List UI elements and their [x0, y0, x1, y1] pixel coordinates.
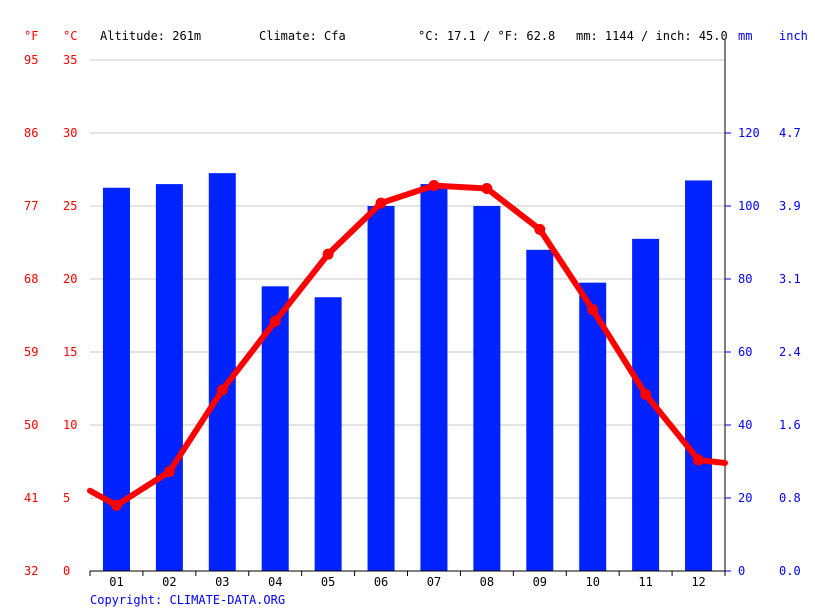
precipitation-bar-01	[102, 187, 130, 571]
celsius-tick-label: 20	[63, 272, 77, 286]
altitude-label: Altitude: 261m	[100, 29, 201, 43]
fahrenheit-unit-label: °F	[24, 29, 38, 43]
precipitation-bar-02	[155, 184, 183, 571]
temperature-line-path	[87, 182, 728, 509]
fahrenheit-tick-label: 41	[24, 491, 38, 505]
inch-tick-label: 0.8	[779, 491, 801, 505]
mm-tick-label: 20	[738, 491, 752, 505]
gridlines	[90, 59, 725, 499]
precipitation-bar-10	[579, 282, 607, 571]
celsius-tick-label: 15	[63, 345, 77, 359]
tick-labels: 0 32 5 41 10 50 15 59 20 68 25 77 30 86 35 95 0 0.0 20 0.8 4…	[24, 53, 801, 589]
celsius-tick-label: 30	[63, 126, 77, 140]
temperature-point-04	[269, 315, 281, 327]
celsius-tick-label: 5	[63, 491, 70, 505]
fahrenheit-tick-label: 59	[24, 345, 38, 359]
fahrenheit-tick-label: 68	[24, 272, 38, 286]
inch-tick-label: 3.1	[779, 272, 801, 286]
mm-unit-label: mm	[738, 29, 752, 43]
inch-tick-label: 3.9	[779, 199, 801, 213]
month-label: 02	[162, 575, 176, 589]
mm-tick-label: 80	[738, 272, 752, 286]
copyright-text: Copyright: CLIMATE-DATA.ORG	[90, 593, 285, 607]
month-label: 12	[691, 575, 705, 589]
temperature-point-03	[216, 384, 228, 396]
temperature-point-10	[587, 304, 599, 316]
temperature-point-11	[640, 388, 652, 400]
month-label: 04	[268, 575, 282, 589]
mm-tick-label: 100	[738, 199, 760, 213]
temperature-point-06	[375, 197, 387, 209]
month-label: 06	[374, 575, 388, 589]
temperature-point-02	[163, 466, 175, 478]
celsius-tick-label: 25	[63, 199, 77, 213]
fahrenheit-tick-label: 95	[24, 53, 38, 67]
month-label: 01	[109, 575, 123, 589]
precipitation-bar-03	[208, 173, 236, 571]
celsius-tick-label: 35	[63, 53, 77, 67]
temperature-line	[87, 180, 728, 511]
fahrenheit-tick-label: 50	[24, 418, 38, 432]
inch-unit-label: inch	[779, 29, 808, 43]
temperature-point-07	[428, 180, 440, 192]
fahrenheit-tick-label: 32	[24, 564, 38, 578]
month-label: 07	[427, 575, 441, 589]
precipitation-bars	[102, 173, 713, 572]
celsius-unit-label: °C	[63, 29, 77, 43]
axes	[89, 40, 731, 576]
inch-tick-label: 1.6	[779, 418, 801, 432]
temperature-point-05	[322, 248, 334, 260]
temperature-point-01	[110, 499, 122, 511]
temperature-point-09	[534, 223, 546, 235]
precipitation-bar-07	[420, 184, 448, 571]
mm-tick-label: 40	[738, 418, 752, 432]
celsius-tick-label: 10	[63, 418, 77, 432]
mm-tick-label: 0	[738, 564, 745, 578]
month-label: 11	[638, 575, 652, 589]
precipitation-bar-08	[473, 206, 501, 571]
temperature-point-08	[481, 182, 493, 194]
mm-tick-label: 120	[738, 126, 760, 140]
climate-label: Climate: Cfa	[259, 29, 346, 43]
inch-tick-label: 4.7	[779, 126, 801, 140]
month-label: 03	[215, 575, 229, 589]
month-label: 10	[585, 575, 599, 589]
month-label: 09	[533, 575, 547, 589]
average-temperature-label: °C: 17.1 / °F: 62.8	[418, 29, 555, 43]
precipitation-bar-05	[314, 297, 342, 571]
precipitation-bar-09	[526, 249, 554, 572]
total-precipitation-label: mm: 1144 / inch: 45.0	[576, 29, 728, 43]
celsius-tick-label: 0	[63, 564, 70, 578]
month-label: 08	[480, 575, 494, 589]
precipitation-bar-12	[685, 180, 713, 571]
fahrenheit-tick-label: 77	[24, 199, 38, 213]
temperature-point-12	[693, 454, 705, 466]
fahrenheit-tick-label: 86	[24, 126, 38, 140]
precipitation-bar-06	[367, 206, 395, 571]
header: °F °C Altitude: 261m Climate: Cfa °C: 17…	[24, 29, 808, 43]
inch-tick-label: 0.0	[779, 564, 801, 578]
inch-tick-label: 2.4	[779, 345, 801, 359]
mm-tick-label: 60	[738, 345, 752, 359]
month-label: 05	[321, 575, 335, 589]
